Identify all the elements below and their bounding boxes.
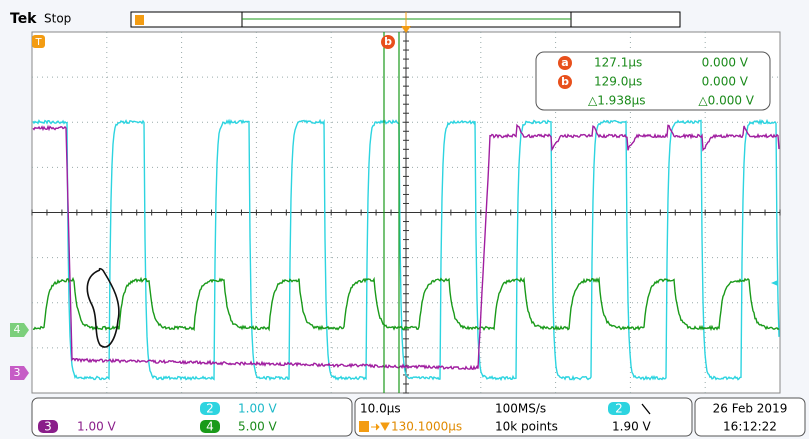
time: 16:12:22 [723, 420, 777, 434]
run-status: Stop [44, 12, 71, 26]
scope-display: Tek Stop T b 4 3 a 127.1µs 0.000 V b 129… [0, 0, 809, 439]
sample-rate: 100MS/s [495, 402, 546, 416]
cursor-delta-volts: △0.000 V [698, 94, 754, 108]
ch4-scale: 5.00 V [238, 420, 278, 434]
cursor-b-volts: 0.000 V [702, 75, 749, 89]
ch3-scale: 1.00 V [77, 420, 117, 434]
trigger-pos-icon [359, 421, 369, 432]
ch3-badge-label: 3 [44, 420, 52, 434]
trigger-source: 2 [615, 402, 623, 416]
scope-screen: Tek Stop T b 4 3 a 127.1µs 0.000 V b 129… [0, 0, 809, 439]
trigger-level: 1.90 V [612, 420, 652, 434]
timebase: 10.0µs [360, 402, 401, 416]
ch2-scale: 1.00 V [238, 402, 278, 416]
ch4-badge-label: 4 [206, 420, 214, 434]
date: 26 Feb 2019 [713, 402, 788, 416]
cursor-a-time: 127.1µs [594, 56, 642, 70]
record-trigger-icon [135, 15, 144, 25]
cursor-delta-time: △1.938µs [588, 94, 645, 108]
trigger-position: 130.1000µs [391, 420, 462, 434]
cursor-a-volts: 0.000 V [702, 56, 749, 70]
ch3-marker-label: 3 [14, 366, 21, 379]
cursor-b-badge-label: b [561, 75, 569, 88]
cursor-b-time: 129.0µs [594, 75, 642, 89]
record-length: 10k points [495, 420, 558, 434]
ch2-badge-label: 2 [206, 402, 214, 416]
trigger-marker-label: T [34, 37, 42, 48]
ch4-marker-label: 4 [14, 323, 21, 336]
cursor-a-badge-label: a [561, 56, 568, 69]
brand: Tek [10, 11, 37, 27]
cursor-b-marker-label: b [384, 35, 392, 48]
